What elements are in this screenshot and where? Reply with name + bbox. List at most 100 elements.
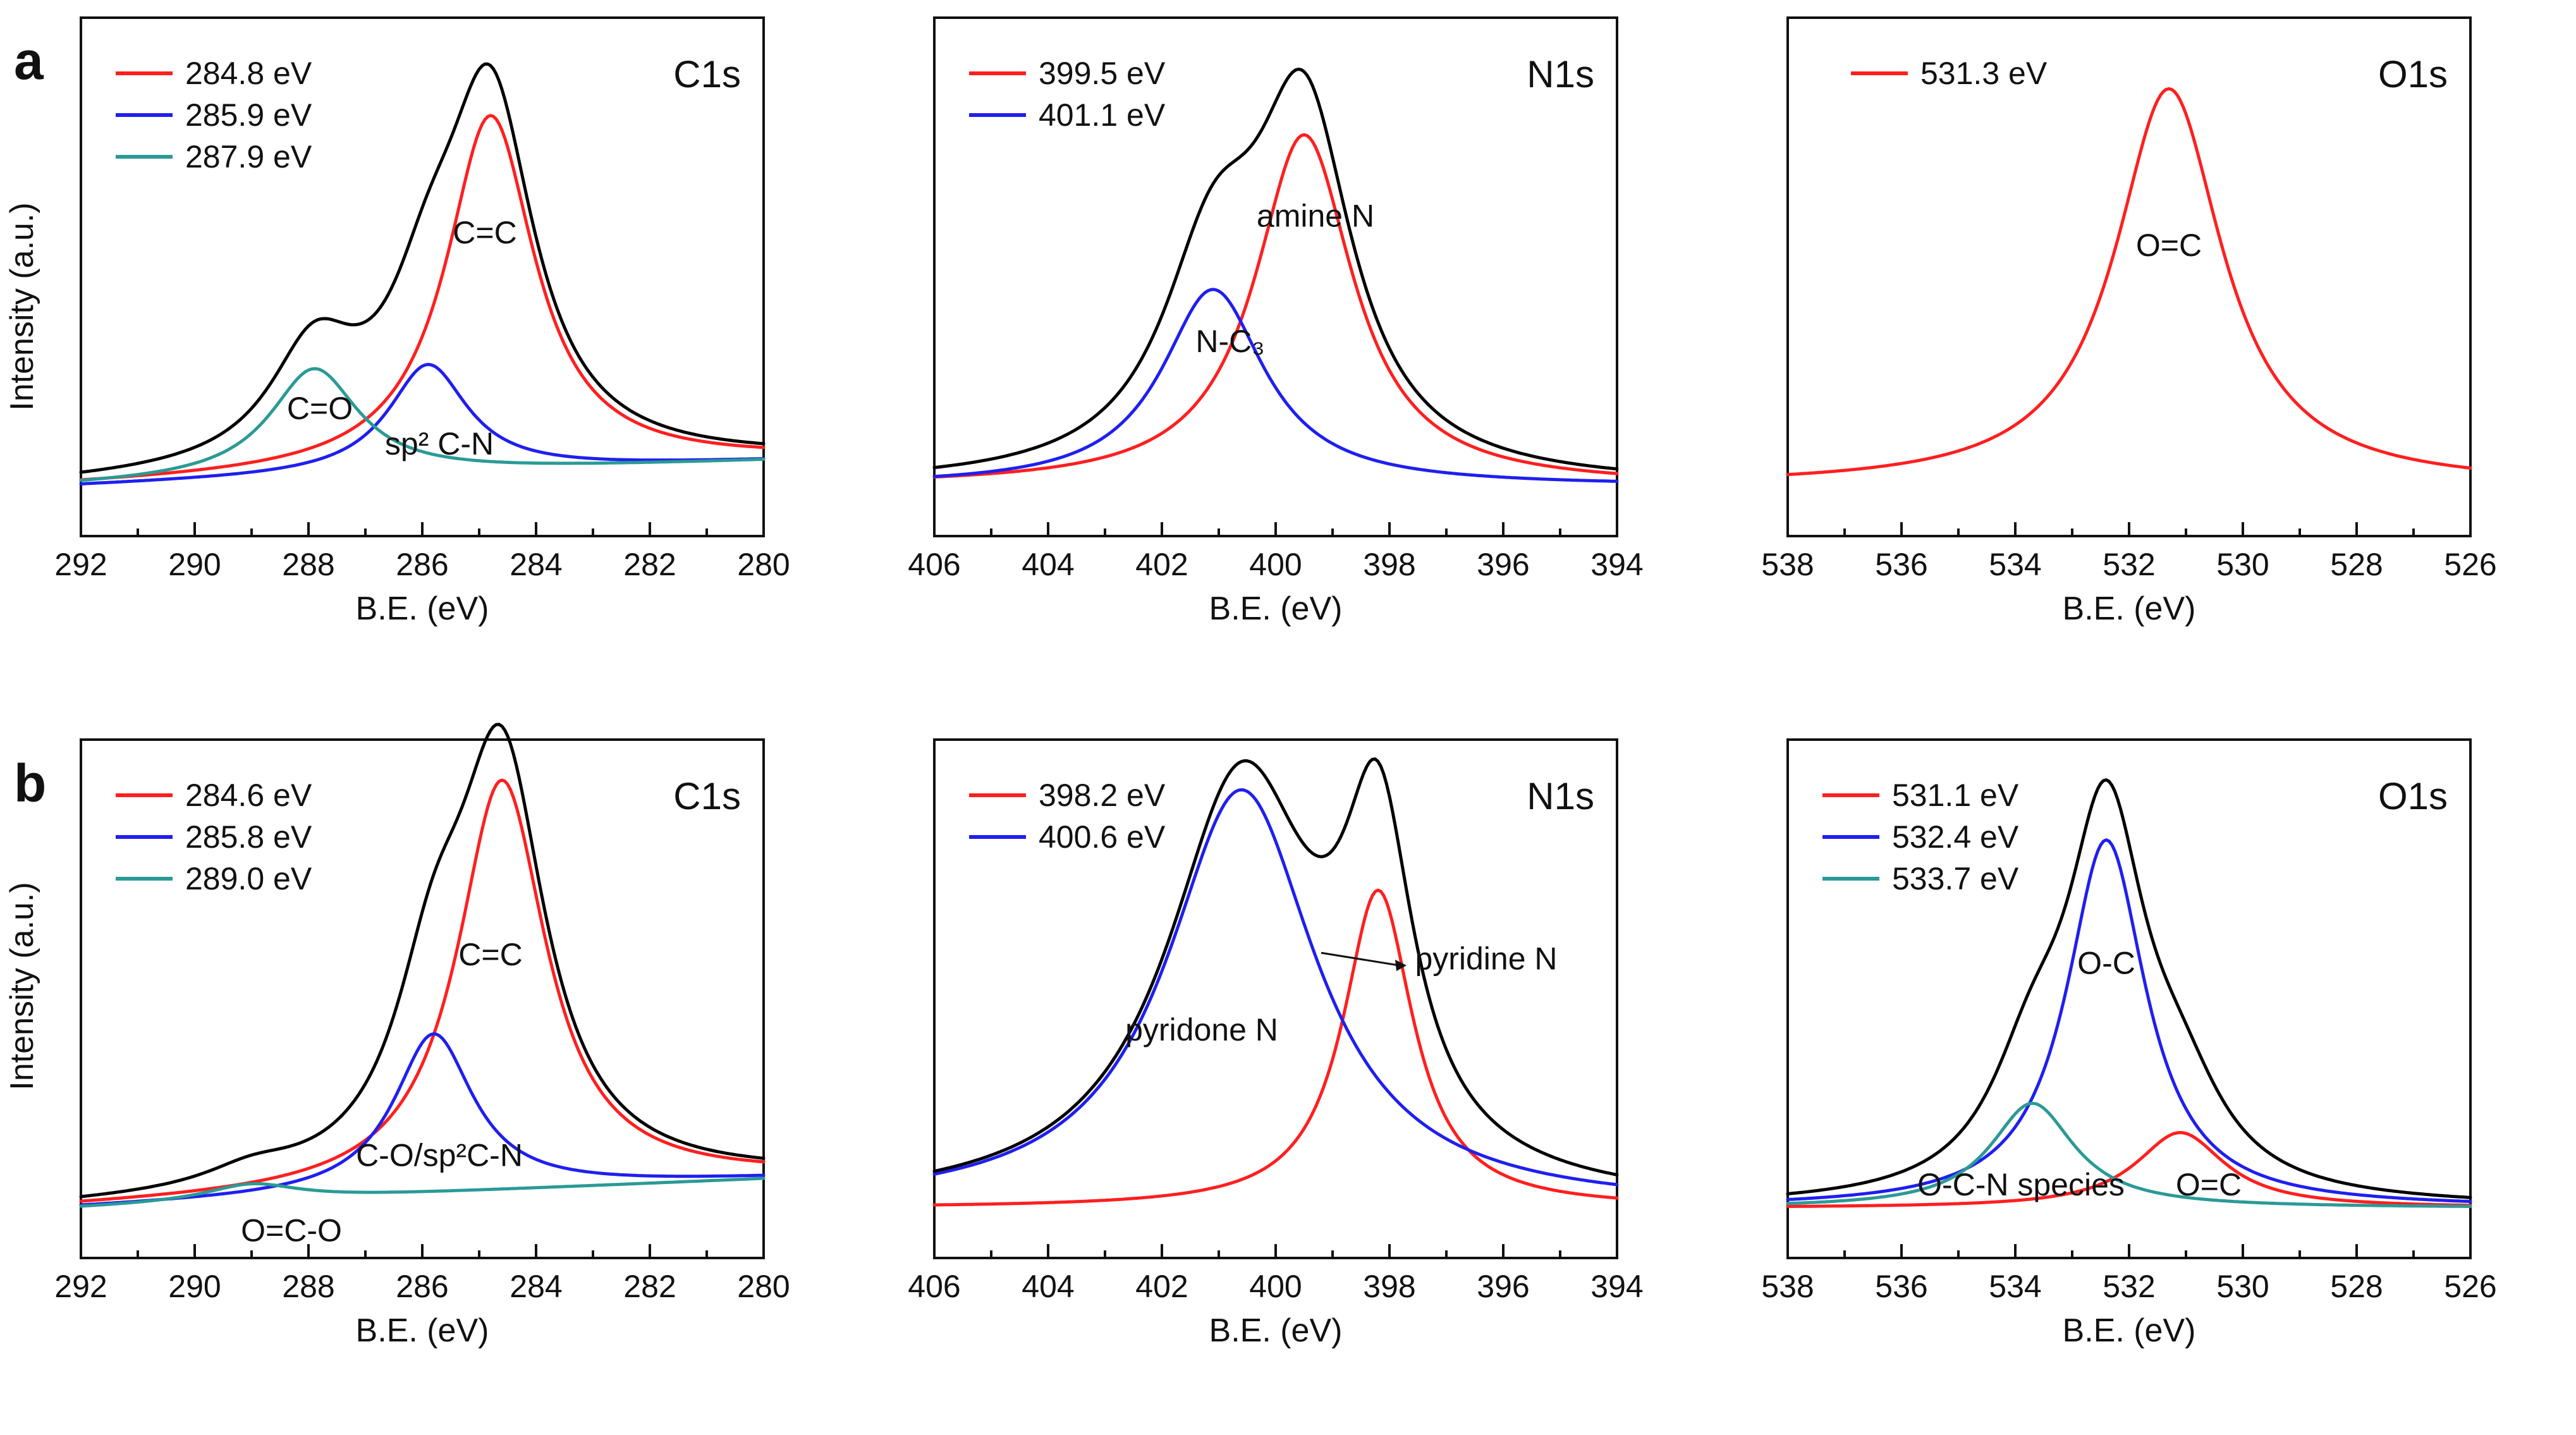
series-teal-533-7 [1786, 1101, 2472, 1208]
chart-a-n1s: 406 404 402 400 398 396 394 B.E. (eV) N1s amine N… [908, 16, 1644, 627]
peak-annotation: C-O/sp²C-N [356, 1138, 523, 1173]
x-tick-label: 404 [1022, 1269, 1074, 1304]
plot-frame [1786, 16, 2472, 537]
chart-b-o1s: 538 536 534 532 530 528 526 B.E. (eV) O1s O=C O-C O… [1761, 738, 2497, 1349]
legend-entry: 400.6 eV [1039, 819, 1166, 855]
peak-annotation: O-C [2077, 945, 2135, 980]
series-blue-401-1 [932, 288, 1619, 483]
chart-b-c1s: 292 290 288 286 284 282 280 B.E. (eV) C1s C=C C-O/… [54, 723, 790, 1349]
x-tick-label: 280 [737, 547, 790, 582]
legend-entry: 531.3 eV [1920, 56, 2048, 91]
x-tick-label: 280 [737, 1269, 790, 1304]
x-tick-label: 394 [1590, 1269, 1643, 1304]
core-level-title: N1s [1527, 775, 1594, 817]
core-level-title: C1s [673, 775, 741, 817]
legend-entry: 398.2 eV [1039, 778, 1166, 813]
chart-a-c1s: 292 290 288 286 284 282 280 B.E. (eV) C1s C=C sp² … [54, 16, 790, 627]
series-red-399-5 [932, 133, 1619, 479]
x-tick-label: 288 [282, 547, 334, 582]
x-tick-label: 536 [1875, 547, 1927, 582]
series-red-284-6 [79, 778, 766, 1203]
chart-a-o1s: 538 536 534 532 530 528 526 B.E. (eV) O1s O=C 531.… [1761, 16, 2497, 627]
x-tick-label: 292 [54, 547, 107, 582]
legend-entry: 399.5 eV [1039, 56, 1166, 91]
chart-b-n1s: 406 404 402 400 398 396 394 B.E. (eV) N1s pyridin… [908, 738, 1644, 1349]
peak-annotation: pyridone N [1125, 1012, 1278, 1047]
x-tick-label: 400 [1249, 1269, 1302, 1304]
x-tick-label: 534 [1989, 1269, 2041, 1304]
x-tick-label: 528 [2330, 1269, 2383, 1304]
peak-annotation: pyridine N [1415, 941, 1557, 977]
x-tick-label: 282 [623, 547, 676, 582]
legend-entry: 284.6 eV [185, 778, 312, 813]
x-tick-label: 538 [1761, 1269, 1814, 1304]
legend-entry: 285.8 eV [185, 819, 312, 855]
y-axis-label-b: Intensity (a.u.) [4, 882, 40, 1090]
x-tick-label: 398 [1363, 547, 1415, 582]
x-tick-label: 396 [1477, 547, 1529, 582]
legend-entry: 285.9 eV [185, 97, 312, 133]
x-axis-label: B.E. (eV) [1209, 1312, 1343, 1349]
x-tick-label: 396 [1477, 1269, 1529, 1304]
chart-grid: 292 290 288 286 284 282 280 B.E. (eV) C1s C=C sp² … [54, 16, 2497, 1349]
envelope-fit-curve [79, 723, 766, 1199]
legend-entry: 533.7 eV [1892, 861, 2019, 896]
x-axis-label: B.E. (eV) [2063, 1312, 2196, 1349]
peak-annotation: O=C [2176, 1167, 2242, 1202]
x-tick-label: 536 [1875, 1269, 1927, 1304]
legend-entry: 531.1 eV [1892, 778, 2019, 813]
y-axis-label-a: Intensity (a.u.) [4, 202, 40, 410]
peak-annotation: sp² C-N [385, 426, 494, 461]
x-tick-label: 292 [54, 1269, 107, 1304]
peak-annotation: N-C₃ [1195, 324, 1264, 359]
annotation-arrow [1321, 951, 1400, 967]
x-tick-label: 530 [2216, 1269, 2269, 1304]
legend-entry: 284.8 eV [185, 56, 312, 91]
series-red-531-3 [1786, 87, 2472, 477]
x-tick-label: 538 [1761, 547, 1814, 582]
series-red-284-8 [79, 114, 766, 482]
x-axis-label: B.E. (eV) [356, 590, 489, 627]
x-tick-label: 406 [908, 1269, 960, 1304]
legend-entry: 401.1 eV [1039, 97, 1166, 133]
peak-annotation: C=O [287, 391, 353, 426]
series-red-531-1 [1786, 1131, 2472, 1208]
x-tick-label: 528 [2330, 547, 2383, 582]
x-tick-label: 402 [1135, 1269, 1188, 1304]
x-tick-label: 290 [168, 1269, 221, 1304]
x-tick-label: 286 [396, 1269, 448, 1304]
x-tick-label: 400 [1249, 547, 1302, 582]
x-tick-label: 402 [1135, 547, 1188, 582]
series-blue-285-8 [79, 1032, 766, 1207]
plot-frame [1786, 738, 2472, 1259]
series-blue-400-6 [932, 788, 1619, 1187]
x-tick-label: 530 [2216, 547, 2269, 582]
x-axis-label: B.E. (eV) [1209, 590, 1343, 627]
x-tick-label: 284 [510, 547, 562, 582]
envelope-fit-curve [1786, 778, 2472, 1199]
core-level-title: N1s [1527, 53, 1594, 95]
core-level-title: O1s [2378, 53, 2448, 95]
x-tick-label: 404 [1022, 547, 1074, 582]
x-tick-label: 394 [1590, 547, 1643, 582]
series-red-398-2 [932, 888, 1619, 1207]
x-tick-label: 288 [282, 1269, 334, 1304]
envelope-fit-curve [932, 68, 1619, 471]
peak-annotation: O=C-O [241, 1213, 342, 1249]
x-axis-label: B.E. (eV) [2063, 590, 2196, 627]
x-tick-label: 532 [2103, 1269, 2155, 1304]
x-axis-label: B.E. (eV) [356, 1312, 489, 1349]
x-tick-label: 282 [623, 1269, 676, 1304]
panel-letter-a: a [14, 31, 44, 90]
series-teal-287-9 [79, 367, 766, 482]
core-level-title: O1s [2378, 775, 2448, 817]
x-tick-label: 398 [1363, 1269, 1415, 1304]
core-level-title: C1s [673, 53, 741, 95]
legend-entry: 532.4 eV [1892, 819, 2019, 855]
x-tick-label: 286 [396, 547, 448, 582]
x-tick-label: 290 [168, 547, 221, 582]
peak-annotation: C=C [453, 215, 516, 250]
peak-annotation: O=C [2136, 228, 2202, 263]
x-tick-label: 406 [908, 547, 960, 582]
